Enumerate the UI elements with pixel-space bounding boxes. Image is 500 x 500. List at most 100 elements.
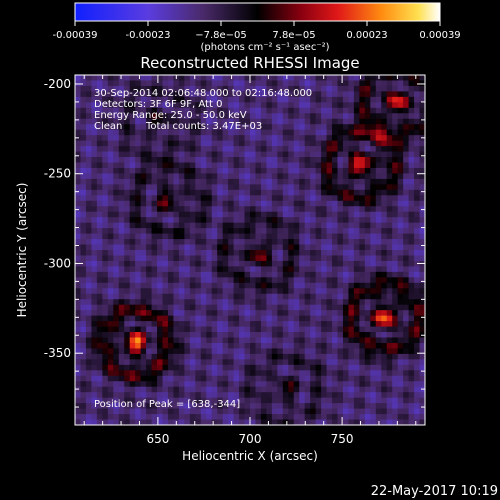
heatmap-cell	[239, 184, 245, 191]
heatmap-cell	[222, 315, 229, 322]
heatmap-cell	[348, 200, 355, 207]
heatmap-cell	[260, 75, 267, 81]
heatmap-cell	[129, 140, 136, 147]
heatmap-cell	[151, 403, 158, 409]
heatmap-cell	[151, 348, 158, 355]
heatmap-cell	[386, 124, 393, 131]
heatmap-cell	[266, 282, 273, 289]
heatmap-cell	[266, 392, 273, 399]
heatmap-cell	[244, 96, 251, 103]
heatmap-cell	[146, 113, 152, 120]
heatmap-cell	[332, 315, 338, 322]
heatmap-cell	[124, 282, 131, 289]
heatmap-cell	[233, 310, 240, 317]
heatmap-cell	[386, 342, 393, 349]
heatmap-cell	[419, 288, 425, 295]
heatmap-cell	[85, 151, 92, 158]
heatmap-cell	[85, 124, 92, 131]
heatmap-cell	[386, 277, 393, 284]
heatmap-cell	[321, 211, 327, 218]
heatmap-cell	[250, 315, 256, 322]
heatmap-cell	[414, 353, 420, 360]
heatmap-cell	[260, 266, 267, 273]
heatmap-cell	[244, 178, 251, 185]
heatmap-cell	[337, 386, 344, 393]
heatmap-cell	[392, 304, 399, 311]
heatmap-cell	[195, 392, 202, 399]
heatmap-cell	[266, 96, 273, 103]
heatmap-cell	[167, 364, 174, 371]
heatmap-cell	[75, 129, 81, 136]
heatmap-cell	[157, 403, 163, 409]
heatmap-cell	[293, 75, 300, 81]
heatmap-cell	[255, 375, 262, 382]
heatmap-cell	[151, 408, 158, 415]
heatmap-cell	[189, 129, 196, 136]
heatmap-cell	[151, 359, 158, 366]
heatmap-cell	[85, 91, 92, 98]
heatmap-cell	[381, 162, 388, 169]
heatmap-cell	[293, 408, 300, 415]
heatmap-cell	[211, 359, 218, 366]
heatmap-cell	[403, 118, 409, 125]
heatmap-cell	[408, 342, 415, 349]
heatmap-cell	[250, 408, 256, 415]
heatmap-cell	[178, 146, 185, 152]
heatmap-cell	[408, 260, 415, 267]
heatmap-cell	[228, 162, 234, 169]
heatmap-cell	[80, 386, 87, 393]
heatmap-cell	[96, 414, 103, 420]
heatmap-cell	[135, 364, 142, 371]
heatmap-cell	[299, 102, 306, 109]
heatmap-cell	[277, 255, 284, 262]
heatmap-cell	[364, 157, 371, 163]
heatmap-cell	[397, 140, 404, 147]
heatmap-cell	[403, 135, 409, 142]
heatmap-cell	[195, 293, 202, 300]
heatmap-cell	[151, 288, 158, 295]
heatmap-cell	[173, 233, 180, 240]
heatmap-cell	[102, 332, 109, 338]
heatmap-cell	[91, 260, 98, 267]
heatmap-cell	[189, 310, 196, 317]
heatmap-cell	[217, 80, 224, 87]
heatmap-cell	[342, 244, 349, 251]
heatmap-cell	[282, 118, 289, 125]
heatmap-cell	[299, 239, 306, 245]
heatmap-cell	[342, 157, 349, 163]
heatmap-cell	[337, 124, 344, 131]
heatmap-cell	[91, 195, 98, 202]
heatmap-cell	[353, 118, 360, 125]
heatmap-cell	[91, 337, 98, 344]
heatmap-cell	[381, 107, 388, 114]
heatmap-cell	[184, 239, 191, 245]
heatmap-cell	[321, 244, 327, 251]
heatmap-cell	[260, 321, 267, 327]
heatmap-cell	[353, 91, 360, 98]
heatmap-cell	[167, 414, 174, 420]
heatmap-cell	[348, 310, 355, 317]
heatmap-cell	[250, 266, 256, 273]
heatmap-cell	[200, 239, 207, 245]
heatmap-cell	[162, 102, 169, 109]
heatmap-cell	[348, 408, 355, 415]
heatmap-cell	[408, 299, 415, 306]
heatmap-cell	[129, 233, 136, 240]
heatmap-cell	[370, 200, 377, 207]
heatmap-cell	[162, 157, 169, 163]
heatmap-cell	[310, 266, 317, 273]
heatmap-cell	[211, 414, 218, 420]
heatmap-cell	[206, 271, 213, 278]
heatmap-cell	[277, 304, 284, 311]
heatmap-cell	[91, 233, 98, 240]
heatmap-cell	[239, 157, 245, 163]
heatmap-cell	[282, 304, 289, 311]
heatmap-cell	[348, 304, 355, 311]
heatmap-cell	[310, 75, 317, 81]
heatmap-cell	[178, 75, 185, 81]
heatmap-cell	[151, 173, 158, 180]
heatmap-cell	[184, 255, 191, 262]
x-tick-label: 700	[239, 432, 262, 446]
heatmap-cell	[277, 135, 284, 142]
heatmap-cell	[321, 304, 327, 311]
